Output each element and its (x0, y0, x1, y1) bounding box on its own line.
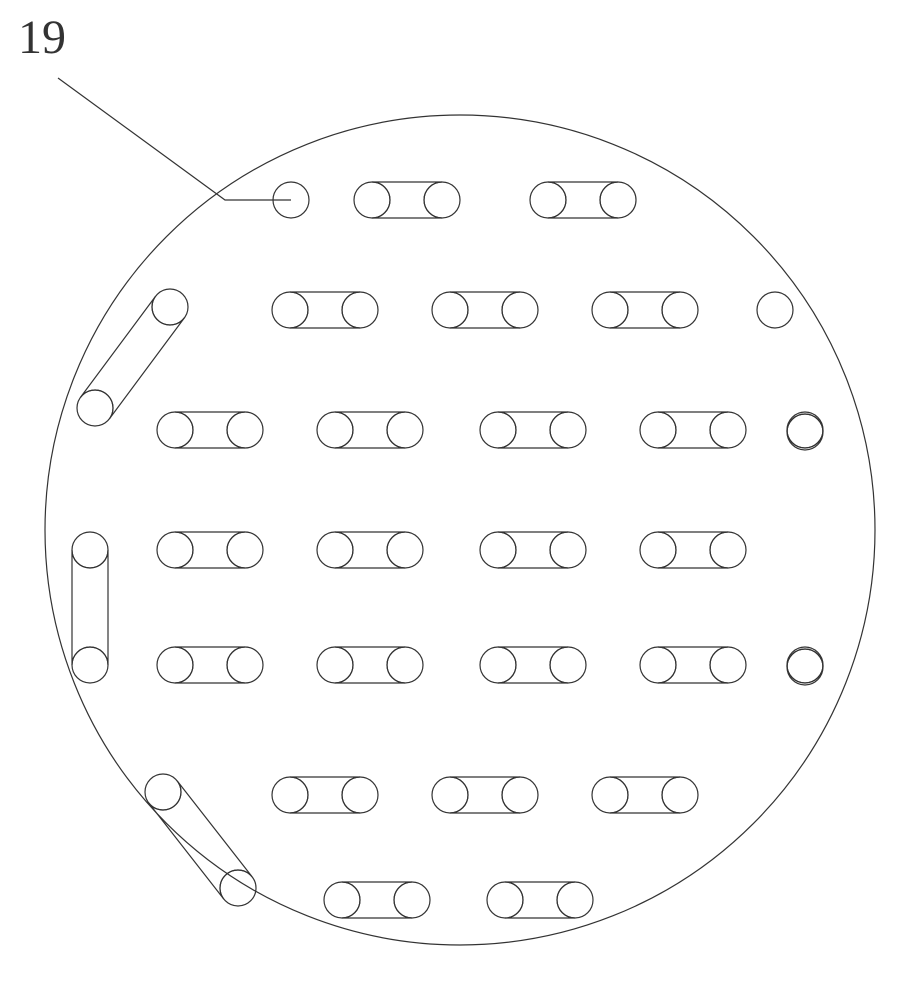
diagram-canvas (0, 0, 900, 989)
